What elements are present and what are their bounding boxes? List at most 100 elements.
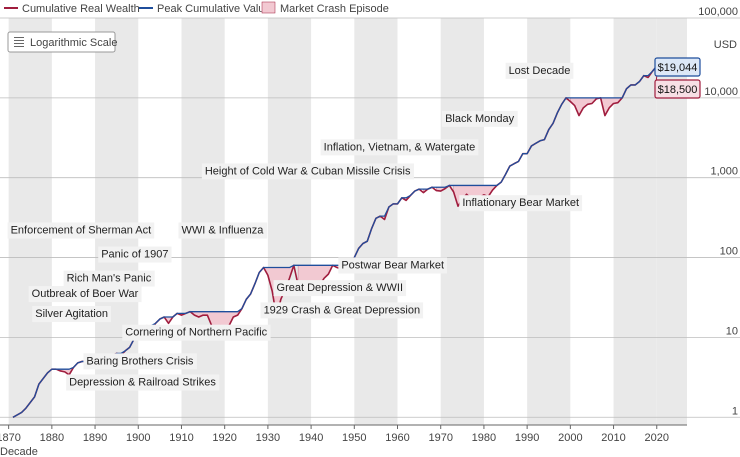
x-axis-title: Decade <box>0 446 38 457</box>
annotation: 1929 Crash & Great Depression <box>260 302 424 319</box>
y-tick-label: 10,000 <box>704 86 738 98</box>
callout-box <box>654 57 701 77</box>
annotation-label: Postwar Bear Market <box>341 259 444 271</box>
annotation-background <box>459 195 583 212</box>
x-tick-label: 1920 <box>212 432 236 444</box>
annotation-background <box>320 139 479 156</box>
annotation: Baring Brothers Crisis <box>83 353 197 370</box>
x-tick-label: 1900 <box>126 432 150 444</box>
annotation: Inflationary Bear Market <box>459 195 583 212</box>
x-tick-label: 2010 <box>601 432 625 444</box>
x-tick-label: 1990 <box>515 432 539 444</box>
x-tick-label: 1930 <box>256 432 280 444</box>
annotation-label: WWI & Influenza <box>181 225 264 237</box>
annotation-label: Lost Decade <box>509 65 571 77</box>
annotation-label: Cornering of Northern Pacific <box>125 327 267 339</box>
annotation: Height of Cold War & Cuban Missile Crisi… <box>201 163 414 180</box>
x-tick-label: 2000 <box>558 432 582 444</box>
y-tick-label: 1,000 <box>710 166 738 178</box>
x-tick-label: 1950 <box>342 432 366 444</box>
annotation: Silver Agitation <box>32 306 112 323</box>
decade-bands <box>8 18 687 425</box>
decade-band <box>8 18 52 425</box>
end-value-callout: $18,500 <box>654 76 701 99</box>
annotation: Outbreak of Boer War <box>28 286 142 303</box>
y-tick-label: 1 <box>732 405 738 417</box>
callout-value: $19,044 <box>658 62 698 74</box>
annotation-label: Inflation, Vietnam, & Watergate <box>324 141 476 153</box>
annotation: Depression & Railroad Strikes <box>66 374 220 391</box>
x-tick-label: 1980 <box>472 432 496 444</box>
annotation-label: Black Monday <box>445 113 515 125</box>
decade-band <box>527 18 571 425</box>
annotation-label: Depression & Railroad Strikes <box>69 376 216 388</box>
annotation-background <box>63 270 155 287</box>
annotation: Enforcement of Sherman Act <box>7 222 155 239</box>
annotation-background <box>442 110 518 127</box>
annotation: Inflation, Vietnam, & Watergate <box>320 139 479 156</box>
y-tick-label: 100,000 <box>698 6 738 18</box>
annotation: Postwar Bear Market <box>338 257 448 274</box>
annotation-label: Panic of 1907 <box>101 249 168 261</box>
scale-toggle[interactable]: Logarithmic Scale <box>7 31 117 53</box>
annotation-background <box>201 163 414 180</box>
annotation: WWI & Influenza <box>178 222 268 239</box>
x-tick-label: 1880 <box>40 432 64 444</box>
y-tick-label: 10 <box>726 325 738 337</box>
decade-band <box>440 18 484 425</box>
y-axis-unit: USD <box>714 39 737 51</box>
annotation: Panic of 1907 <box>98 246 172 263</box>
annotation-label: Height of Cold War & Cuban Missile Crisi… <box>205 165 411 177</box>
annotation-label: 1929 Crash & Great Depression <box>264 304 421 316</box>
list-icon <box>14 37 24 47</box>
annotation-label: Enforcement of Sherman Act <box>11 225 152 237</box>
x-tick-label: 1960 <box>385 432 409 444</box>
annotation-background <box>66 374 220 391</box>
annotation-background <box>505 62 574 79</box>
annotation-background <box>7 222 155 239</box>
legend-swatch-crash-episode <box>261 1 276 14</box>
annotation: Black Monday <box>442 110 518 127</box>
annotation: Rich Man's Panic <box>63 270 155 287</box>
legend-label-crash-episode: Market Crash Episode <box>280 3 389 15</box>
callout-box <box>654 79 701 99</box>
x-tick-label: 1890 <box>83 432 107 444</box>
annotation-background <box>178 222 268 239</box>
legend-label-real-wealth: Cumulative Real Wealth <box>22 3 140 15</box>
x-tick-label: 1910 <box>169 432 193 444</box>
annotation-label: Rich Man's Panic <box>67 273 152 285</box>
annotation-background <box>338 257 448 274</box>
annotation-label: Inflationary Bear Market <box>462 197 579 209</box>
x-tick-label: 1970 <box>428 432 452 444</box>
decade-band <box>354 18 398 425</box>
annotation: Lost Decade <box>505 62 574 79</box>
x-tick-label: 1940 <box>299 432 323 444</box>
end-value-callouts: $19,044 $18,500 <box>654 57 701 99</box>
scale-toggle-label: Logarithmic Scale <box>30 37 117 49</box>
annotation-label: Silver Agitation <box>35 308 108 320</box>
decade-band <box>267 18 312 425</box>
annotation: Great Depression & WWII <box>273 280 407 297</box>
annotation-background <box>83 353 197 370</box>
callout-value: $18,500 <box>658 84 698 96</box>
decade-band <box>613 18 657 425</box>
legend: Cumulative Real Wealth Peak Cumulative V… <box>4 1 389 15</box>
x-tick-label: 2020 <box>645 432 669 444</box>
y-tick-label: 100 <box>720 246 738 258</box>
annotation-background <box>98 246 172 263</box>
annotation-background <box>28 286 142 303</box>
end-value-callout: $19,044 <box>654 57 701 77</box>
annotation-background <box>32 306 112 323</box>
annotation-background <box>122 324 271 341</box>
annotation-label: Great Depression & WWII <box>277 282 404 294</box>
decade-band <box>656 18 687 425</box>
annotation-background <box>273 280 407 297</box>
annotation-background <box>260 302 424 319</box>
annotation: Cornering of Northern Pacific <box>122 324 271 341</box>
annotation-label: Baring Brothers Crisis <box>86 355 193 367</box>
annotations: Lost Decade Black Monday Inflation, Vietna… <box>7 62 583 391</box>
annotation-label: Outbreak of Boer War <box>32 288 139 300</box>
